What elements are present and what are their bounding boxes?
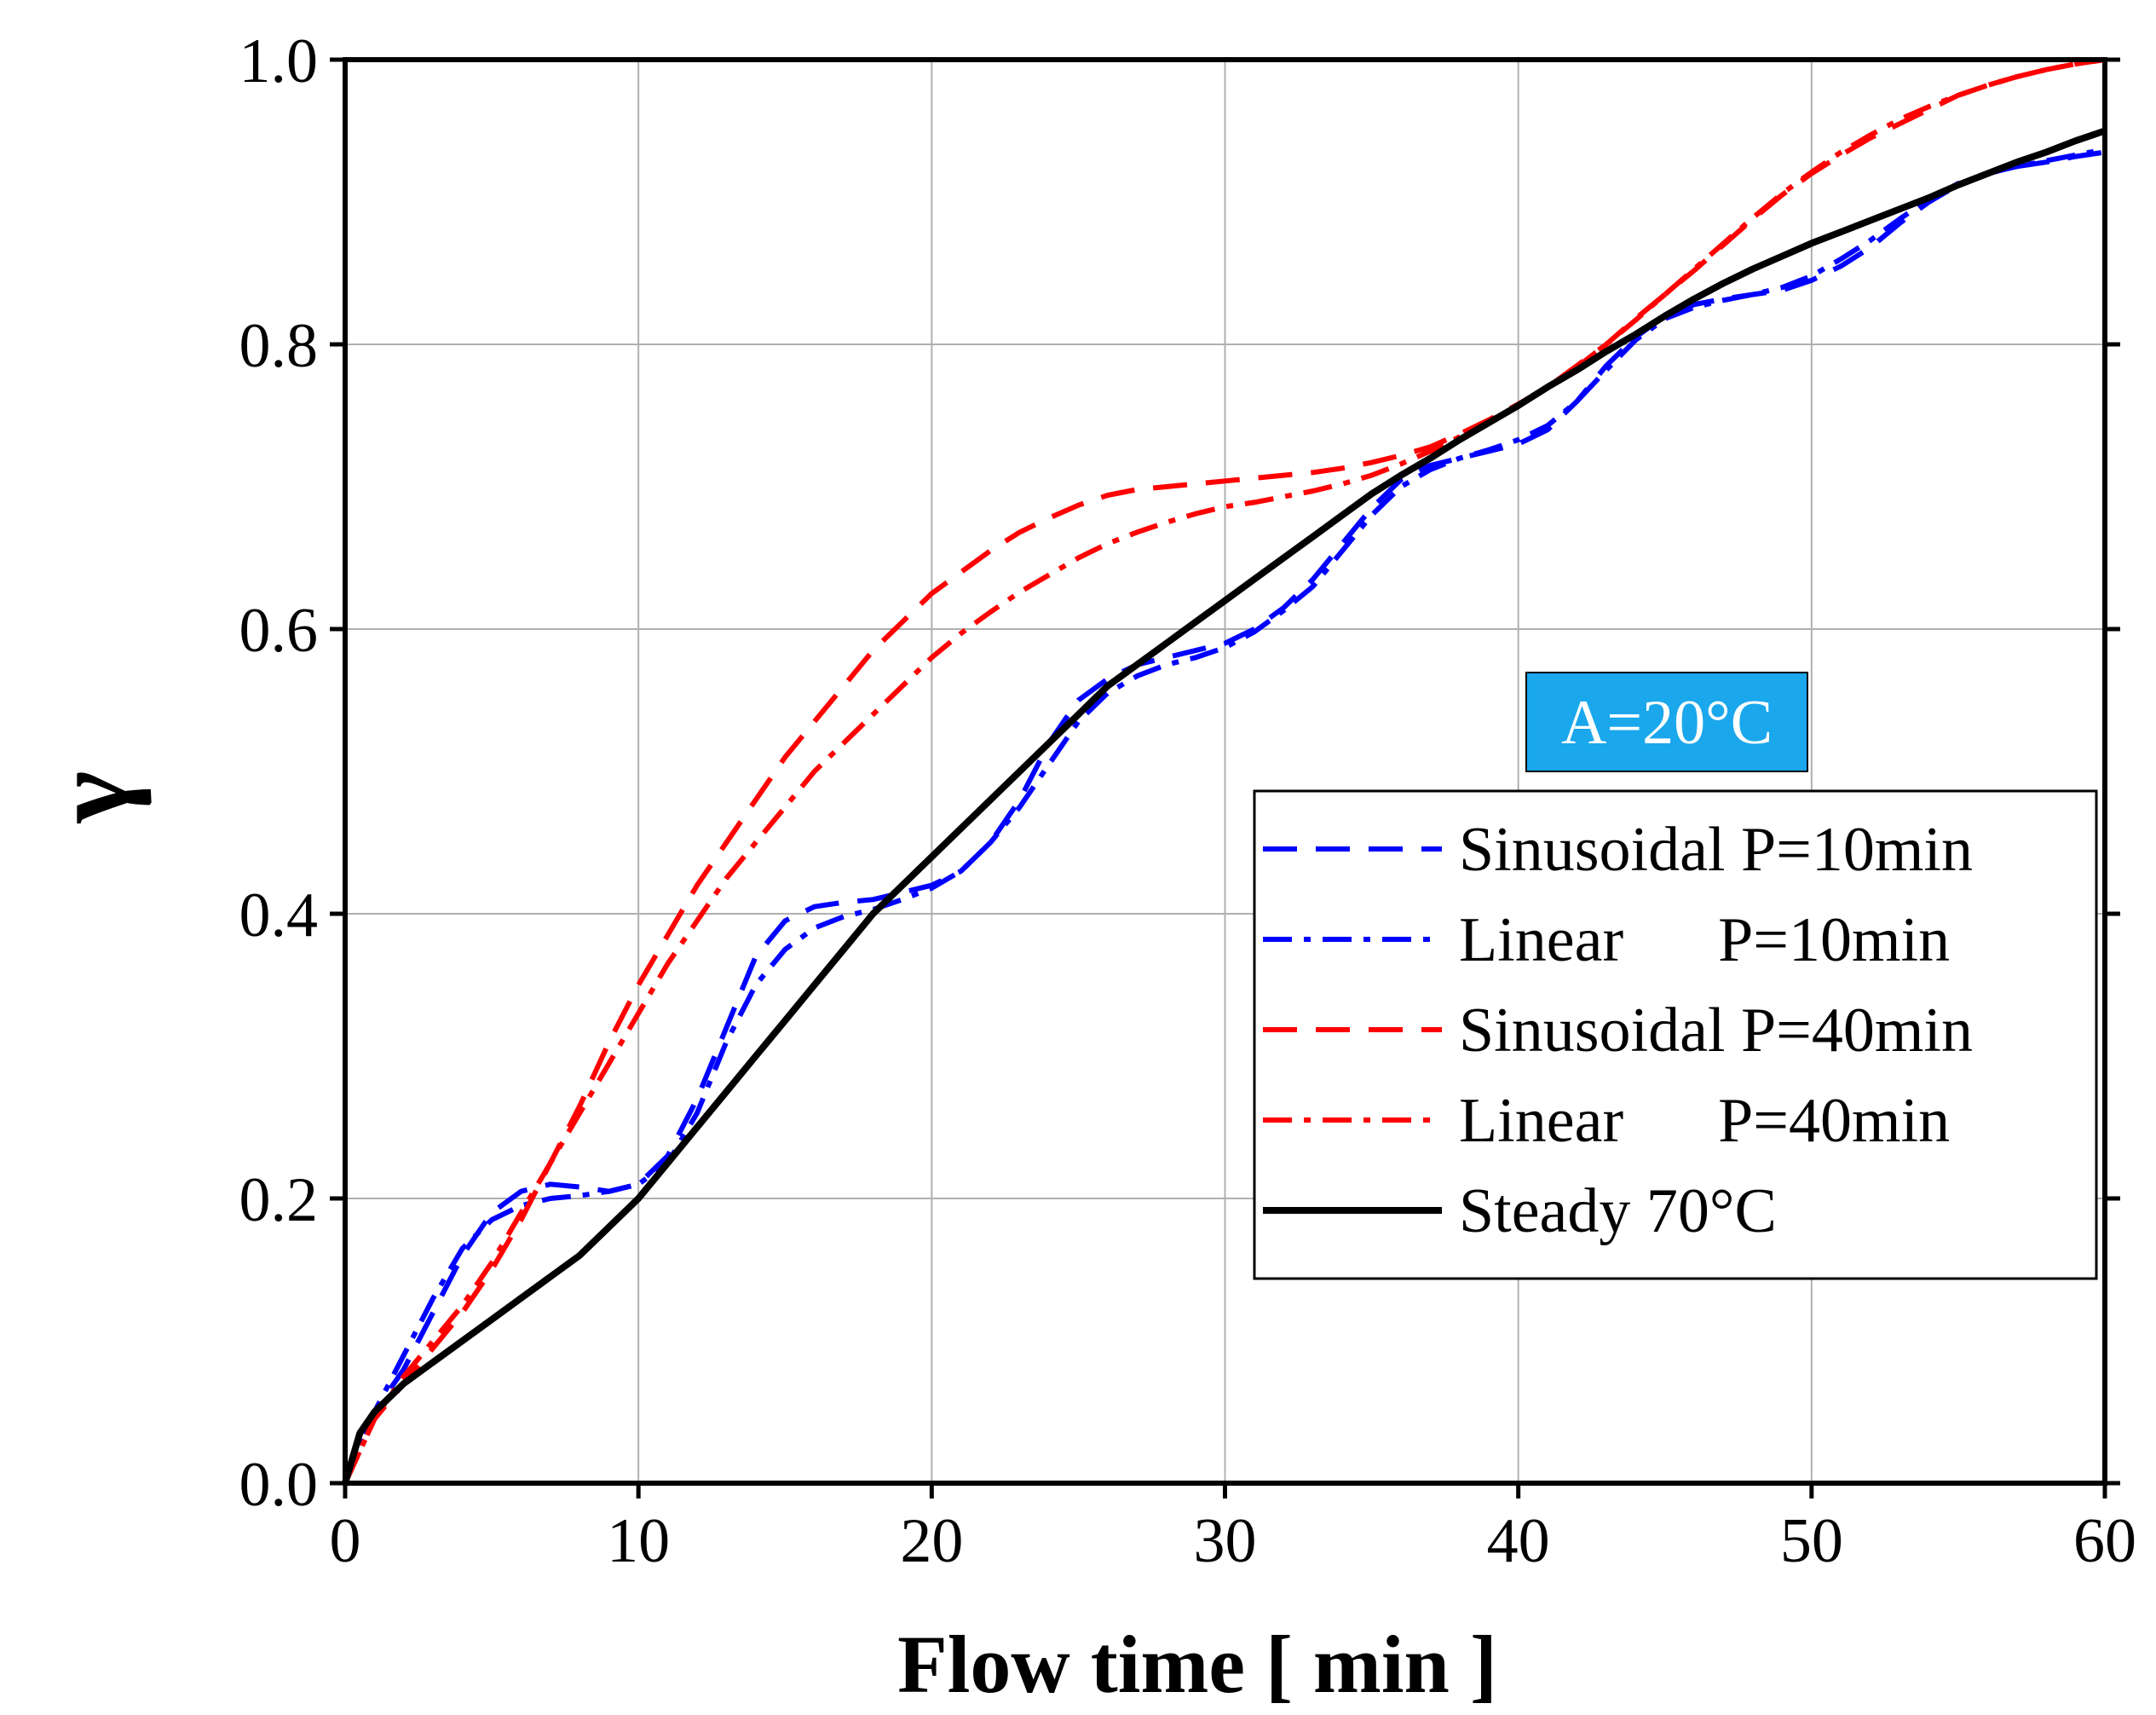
series-line-1 bbox=[343, 149, 2106, 1485]
series-lines bbox=[342, 57, 2107, 1485]
x-tick-label: 0 bbox=[330, 1506, 361, 1576]
y-tick-label: 0.0 bbox=[239, 1450, 319, 1520]
y-axis-title: γ bbox=[30, 771, 153, 824]
x-tick-label: 50 bbox=[1780, 1506, 1843, 1576]
legend-label-4: Linear P=40min bbox=[1459, 1086, 1950, 1156]
y-tick-label: 0.4 bbox=[239, 881, 319, 950]
legend-label-5: Steady 70°C bbox=[1459, 1176, 1777, 1246]
axis-ticks: 0 10 20 30 40 50 60 0.0 0.2 0.4 0.6 0.8 1.0 bbox=[239, 26, 2137, 1576]
y-tick-label: 0.2 bbox=[239, 1165, 319, 1235]
x-tick-label: 10 bbox=[607, 1506, 670, 1576]
series-line-4 bbox=[343, 57, 2106, 1485]
series-line-5 bbox=[342, 127, 2107, 1485]
x-tick-label: 60 bbox=[2073, 1506, 2136, 1576]
x-tick-label: 30 bbox=[1194, 1506, 1257, 1576]
legend-items: Sinusoidal P=10min Linear P=10min Sinusoid… bbox=[1263, 815, 1973, 1246]
legend-label-2: Linear P=10min bbox=[1459, 905, 1950, 975]
x-tick-label: 20 bbox=[900, 1506, 963, 1576]
annotation-background bbox=[1525, 672, 1808, 772]
legend-label-3: Sinusoidal P=40min bbox=[1459, 996, 1973, 1065]
annotation-box: A=20°C bbox=[1525, 672, 1808, 772]
legend: Sinusoidal P=10min Linear P=10min Sinusoid… bbox=[1253, 789, 2098, 1280]
y-tick-label: 0.6 bbox=[239, 596, 319, 666]
y-tick-label: 1.0 bbox=[239, 26, 319, 96]
x-axis-title: Flow time [ min ] bbox=[897, 1619, 1497, 1710]
annotation-label: A=20°C bbox=[1561, 688, 1773, 758]
x-tick-label: 40 bbox=[1487, 1506, 1550, 1576]
legend-box bbox=[1253, 789, 2098, 1280]
legend-label-1: Sinusoidal P=10min bbox=[1459, 815, 1973, 885]
y-tick-label: 0.8 bbox=[239, 311, 319, 381]
